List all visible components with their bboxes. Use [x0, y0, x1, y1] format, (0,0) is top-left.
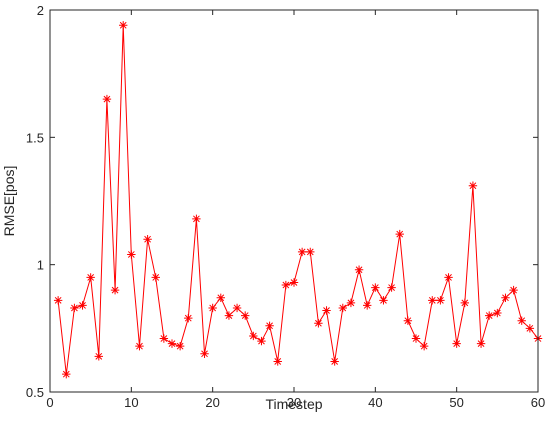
- data-point-marker: [322, 306, 331, 315]
- data-point-marker: [306, 247, 315, 257]
- data-point-marker: [241, 311, 250, 320]
- x-tick-label: 60: [531, 395, 545, 410]
- data-point-marker: [428, 296, 437, 305]
- data-point-marker: [314, 319, 323, 328]
- plot-area: [50, 10, 538, 392]
- data-point-marker: [509, 285, 518, 295]
- data-point-marker: [135, 341, 144, 351]
- data-point-marker: [476, 339, 486, 348]
- data-point-marker: [167, 339, 177, 348]
- y-tick-label: 1: [37, 258, 44, 273]
- data-point-marker: [265, 321, 274, 330]
- data-point-marker: [387, 283, 396, 292]
- data-point-marker: [151, 273, 160, 282]
- series-line: [57, 25, 539, 375]
- data-point-marker: [224, 311, 234, 320]
- x-axis-label: Timestep: [265, 396, 322, 412]
- data-point-marker: [192, 214, 201, 224]
- x-tick-label: 30: [287, 395, 301, 410]
- data-point-marker: [143, 235, 152, 244]
- data-point-marker: [436, 296, 445, 305]
- data-point-marker: [419, 341, 429, 351]
- data-point-marker: [86, 273, 95, 282]
- data-point-marker: [371, 283, 380, 292]
- x-tick-label: 40: [368, 395, 382, 410]
- data-point-marker: [411, 334, 421, 343]
- data-point-marker: [216, 293, 225, 302]
- y-tick-label: 0.5: [26, 385, 44, 400]
- data-point-marker: [452, 339, 461, 348]
- x-tick-label: 50: [449, 395, 463, 410]
- data-point-marker: [159, 334, 169, 343]
- data-point-marker: [346, 298, 356, 308]
- y-axis-label: RMSE[pos]: [1, 166, 17, 237]
- data-point-marker: [354, 265, 364, 274]
- data-point-marker: [330, 357, 339, 366]
- data-point-marker: [249, 331, 258, 341]
- data-point-marker: [62, 369, 71, 379]
- data-point-marker: [468, 181, 478, 190]
- data-point-marker: [395, 229, 404, 239]
- data-point-marker: [78, 301, 87, 310]
- data-point-marker: [200, 349, 209, 358]
- data-point-marker: [460, 298, 469, 308]
- data-point-marker: [208, 303, 217, 313]
- data-point-marker: [363, 301, 372, 310]
- tick-layer: 0 10 20 30 40 50 60 0.5 1 1.5 2: [26, 3, 545, 410]
- data-point-marker: [517, 316, 526, 325]
- data-point-marker: [94, 352, 103, 361]
- data-point-marker: [53, 296, 63, 305]
- data-point-marker: [289, 278, 299, 287]
- data-point-marker: [70, 303, 79, 313]
- data-point-marker: [501, 293, 510, 302]
- data-point-marker: [493, 308, 502, 318]
- data-point-marker: [297, 247, 307, 257]
- data-point-marker: [119, 21, 128, 30]
- data-point-marker: [110, 285, 120, 295]
- data-point-marker: [338, 303, 347, 313]
- axes-box: [49, 9, 539, 393]
- data-point-marker: [281, 280, 291, 290]
- y-tick-label: 2: [37, 3, 44, 18]
- data-point-marker: [379, 296, 388, 305]
- data-layer: [53, 21, 543, 379]
- data-point-marker: [525, 324, 535, 333]
- data-point-marker: [257, 336, 266, 346]
- data-point-marker: [232, 303, 242, 313]
- y-tick-label: 1.5: [26, 130, 44, 145]
- x-tick-label: 20: [205, 395, 219, 410]
- data-point-marker: [485, 311, 494, 320]
- data-point-marker: [102, 94, 112, 104]
- data-point-marker: [444, 273, 453, 282]
- data-point-marker: [127, 250, 136, 259]
- data-point-marker: [403, 316, 413, 325]
- data-point-marker: [273, 357, 282, 366]
- data-point-marker: [175, 341, 185, 351]
- x-tick-label: 0: [46, 395, 53, 410]
- x-tick-label: 10: [124, 395, 138, 410]
- data-point-marker: [184, 313, 193, 323]
